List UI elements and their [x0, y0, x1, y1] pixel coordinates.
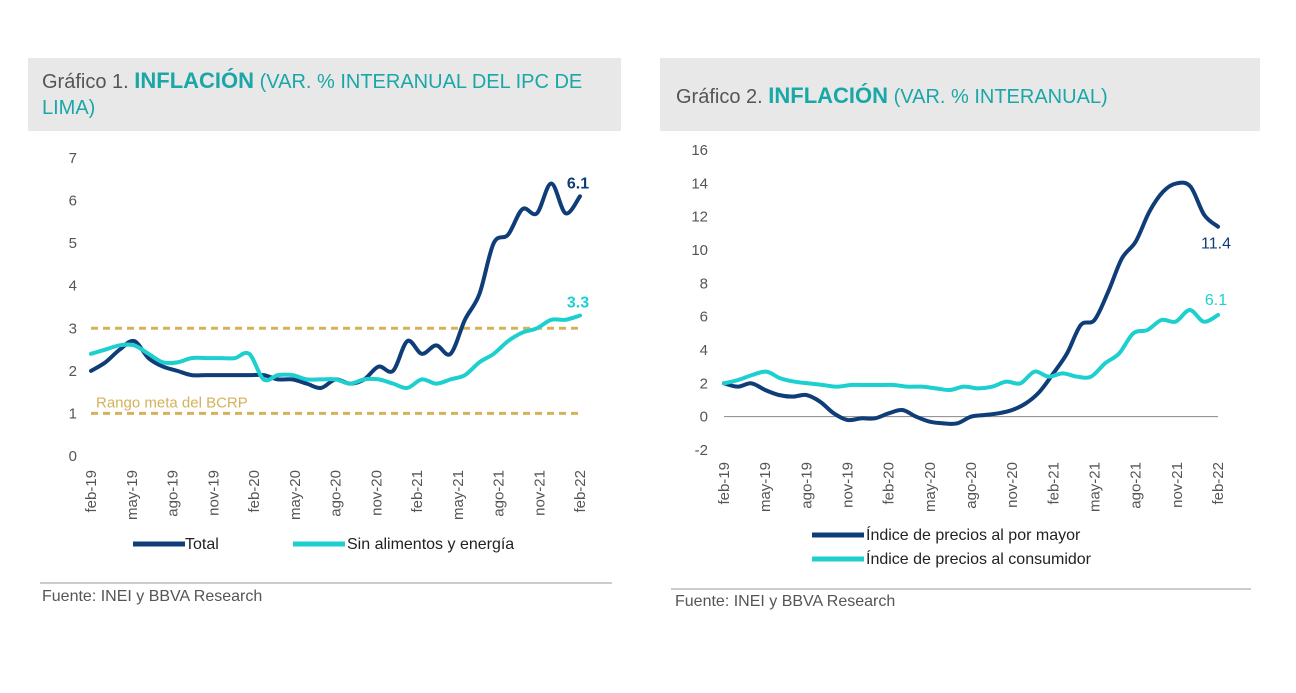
- chart2-x-tick: ago-19: [798, 462, 815, 509]
- chart2-source: Fuente: INEI y BBVA Research: [675, 593, 896, 610]
- chart1-header: Gráfico 1. INFLACIÓN (VAR. % INTERANUAL …: [28, 58, 621, 131]
- chart2-y-tick: 14: [691, 175, 708, 192]
- chart2-x-tick: feb-20: [881, 462, 898, 505]
- chart1-x-tick: may-19: [124, 470, 141, 520]
- chart2-x-tick: feb-22: [1210, 462, 1227, 505]
- chart2-legend-label-1: Índice de precios al consumidor: [866, 549, 1092, 568]
- chart2-series-1-end-label: 6.1: [1205, 292, 1227, 309]
- chart2-y-tick: 10: [691, 242, 708, 259]
- chart1-x-tick: feb-20: [246, 470, 263, 513]
- chart2-header-bold: INFLACIÓN: [768, 83, 889, 108]
- chart2-legend-label-0: Índice de precios al por mayor: [866, 525, 1081, 544]
- chart1-y-tick: 7: [69, 150, 77, 167]
- chart1-x-tick: ago-20: [328, 470, 345, 517]
- chart1-y-tick: 6: [69, 193, 77, 210]
- chart2-x-tick: may-20: [922, 462, 939, 512]
- chart2-y-tick: 12: [691, 209, 708, 226]
- chart1-header-prefix: Gráfico 1.: [42, 71, 135, 93]
- chart1-series-1-line: [89, 313, 582, 390]
- chart1-y-tick: 2: [69, 363, 77, 380]
- chart2-x-tick: nov-20: [1004, 462, 1021, 508]
- chart2-x-tick: may-21: [1087, 462, 1104, 512]
- chart2-x-tick: ago-20: [963, 462, 980, 509]
- chart2-header: Gráfico 2. INFLACIÓN (VAR. % INTERANUAL): [660, 58, 1260, 131]
- chart2-y-tick: 4: [700, 342, 708, 359]
- chart2-y-tick: 8: [700, 275, 708, 292]
- chart2-x-tick: feb-21: [1045, 462, 1062, 505]
- chart2-y-tick: -2: [695, 442, 708, 459]
- chart1-series-1-end-label: 3.3: [567, 295, 589, 312]
- chart2-y-tick: 6: [700, 309, 708, 326]
- chart1-x-tick: feb-22: [572, 470, 589, 513]
- chart2-x-tick: nov-19: [840, 462, 857, 508]
- chart2-x-tick: may-19: [757, 462, 774, 512]
- chart2-series-0-end-label: 11.4: [1201, 236, 1231, 253]
- chart1-legend-label-1: Sin alimentos y energía: [347, 536, 514, 553]
- chart1-x-tick: ago-21: [491, 470, 508, 517]
- chart1-series-0-line: [89, 181, 582, 390]
- chart1-header-bold: INFLACIÓN: [134, 68, 255, 93]
- chart1-legend-label-0: Total: [185, 536, 219, 553]
- chart2-header-prefix: Gráfico 2.: [676, 86, 769, 108]
- chart1-x-tick: may-21: [450, 470, 467, 520]
- chart1-divider: [40, 582, 612, 584]
- chart1-x-tick: feb-21: [409, 470, 426, 513]
- chart1-source: Fuente: INEI y BBVA Research: [42, 588, 263, 605]
- chart2-x-tick: nov-21: [1169, 462, 1186, 508]
- chart1-x-tick: ago-19: [165, 470, 182, 517]
- chart1-y-tick: 0: [69, 448, 77, 465]
- chart2-y-tick: 2: [700, 375, 708, 392]
- chart2-divider: [671, 588, 1251, 590]
- chart2-series-0-line: [722, 180, 1220, 426]
- chart1-x-tick: nov-19: [205, 470, 222, 516]
- chart2-header-rest: (VAR. % INTERANUAL): [888, 86, 1108, 108]
- chart2-y-tick: 0: [700, 409, 708, 426]
- chart1-header-rest: (VAR. % INTERANUAL DEL IPC DE LIMA): [42, 71, 583, 119]
- chart1-x-tick: feb-19: [83, 470, 100, 513]
- chart1-x-tick: may-20: [287, 470, 304, 520]
- chart1-y-tick: 3: [69, 320, 77, 337]
- chart1-x-tick: nov-21: [531, 470, 548, 516]
- chart2-x-tick: ago-21: [1128, 462, 1145, 509]
- chart1-y-tick: 5: [69, 235, 77, 252]
- chart1-y-tick: 4: [69, 278, 77, 295]
- chart1-x-tick: nov-20: [368, 470, 385, 516]
- chart2-x-tick: feb-19: [716, 462, 733, 505]
- chart1-series-0-end-label: 6.1: [567, 175, 589, 192]
- chart1-annotation: Rango meta del BCRP: [96, 394, 248, 411]
- chart2-series-1-line: [722, 308, 1220, 393]
- chart1-y-tick: 1: [69, 405, 77, 422]
- chart2-y-tick: 16: [691, 142, 708, 159]
